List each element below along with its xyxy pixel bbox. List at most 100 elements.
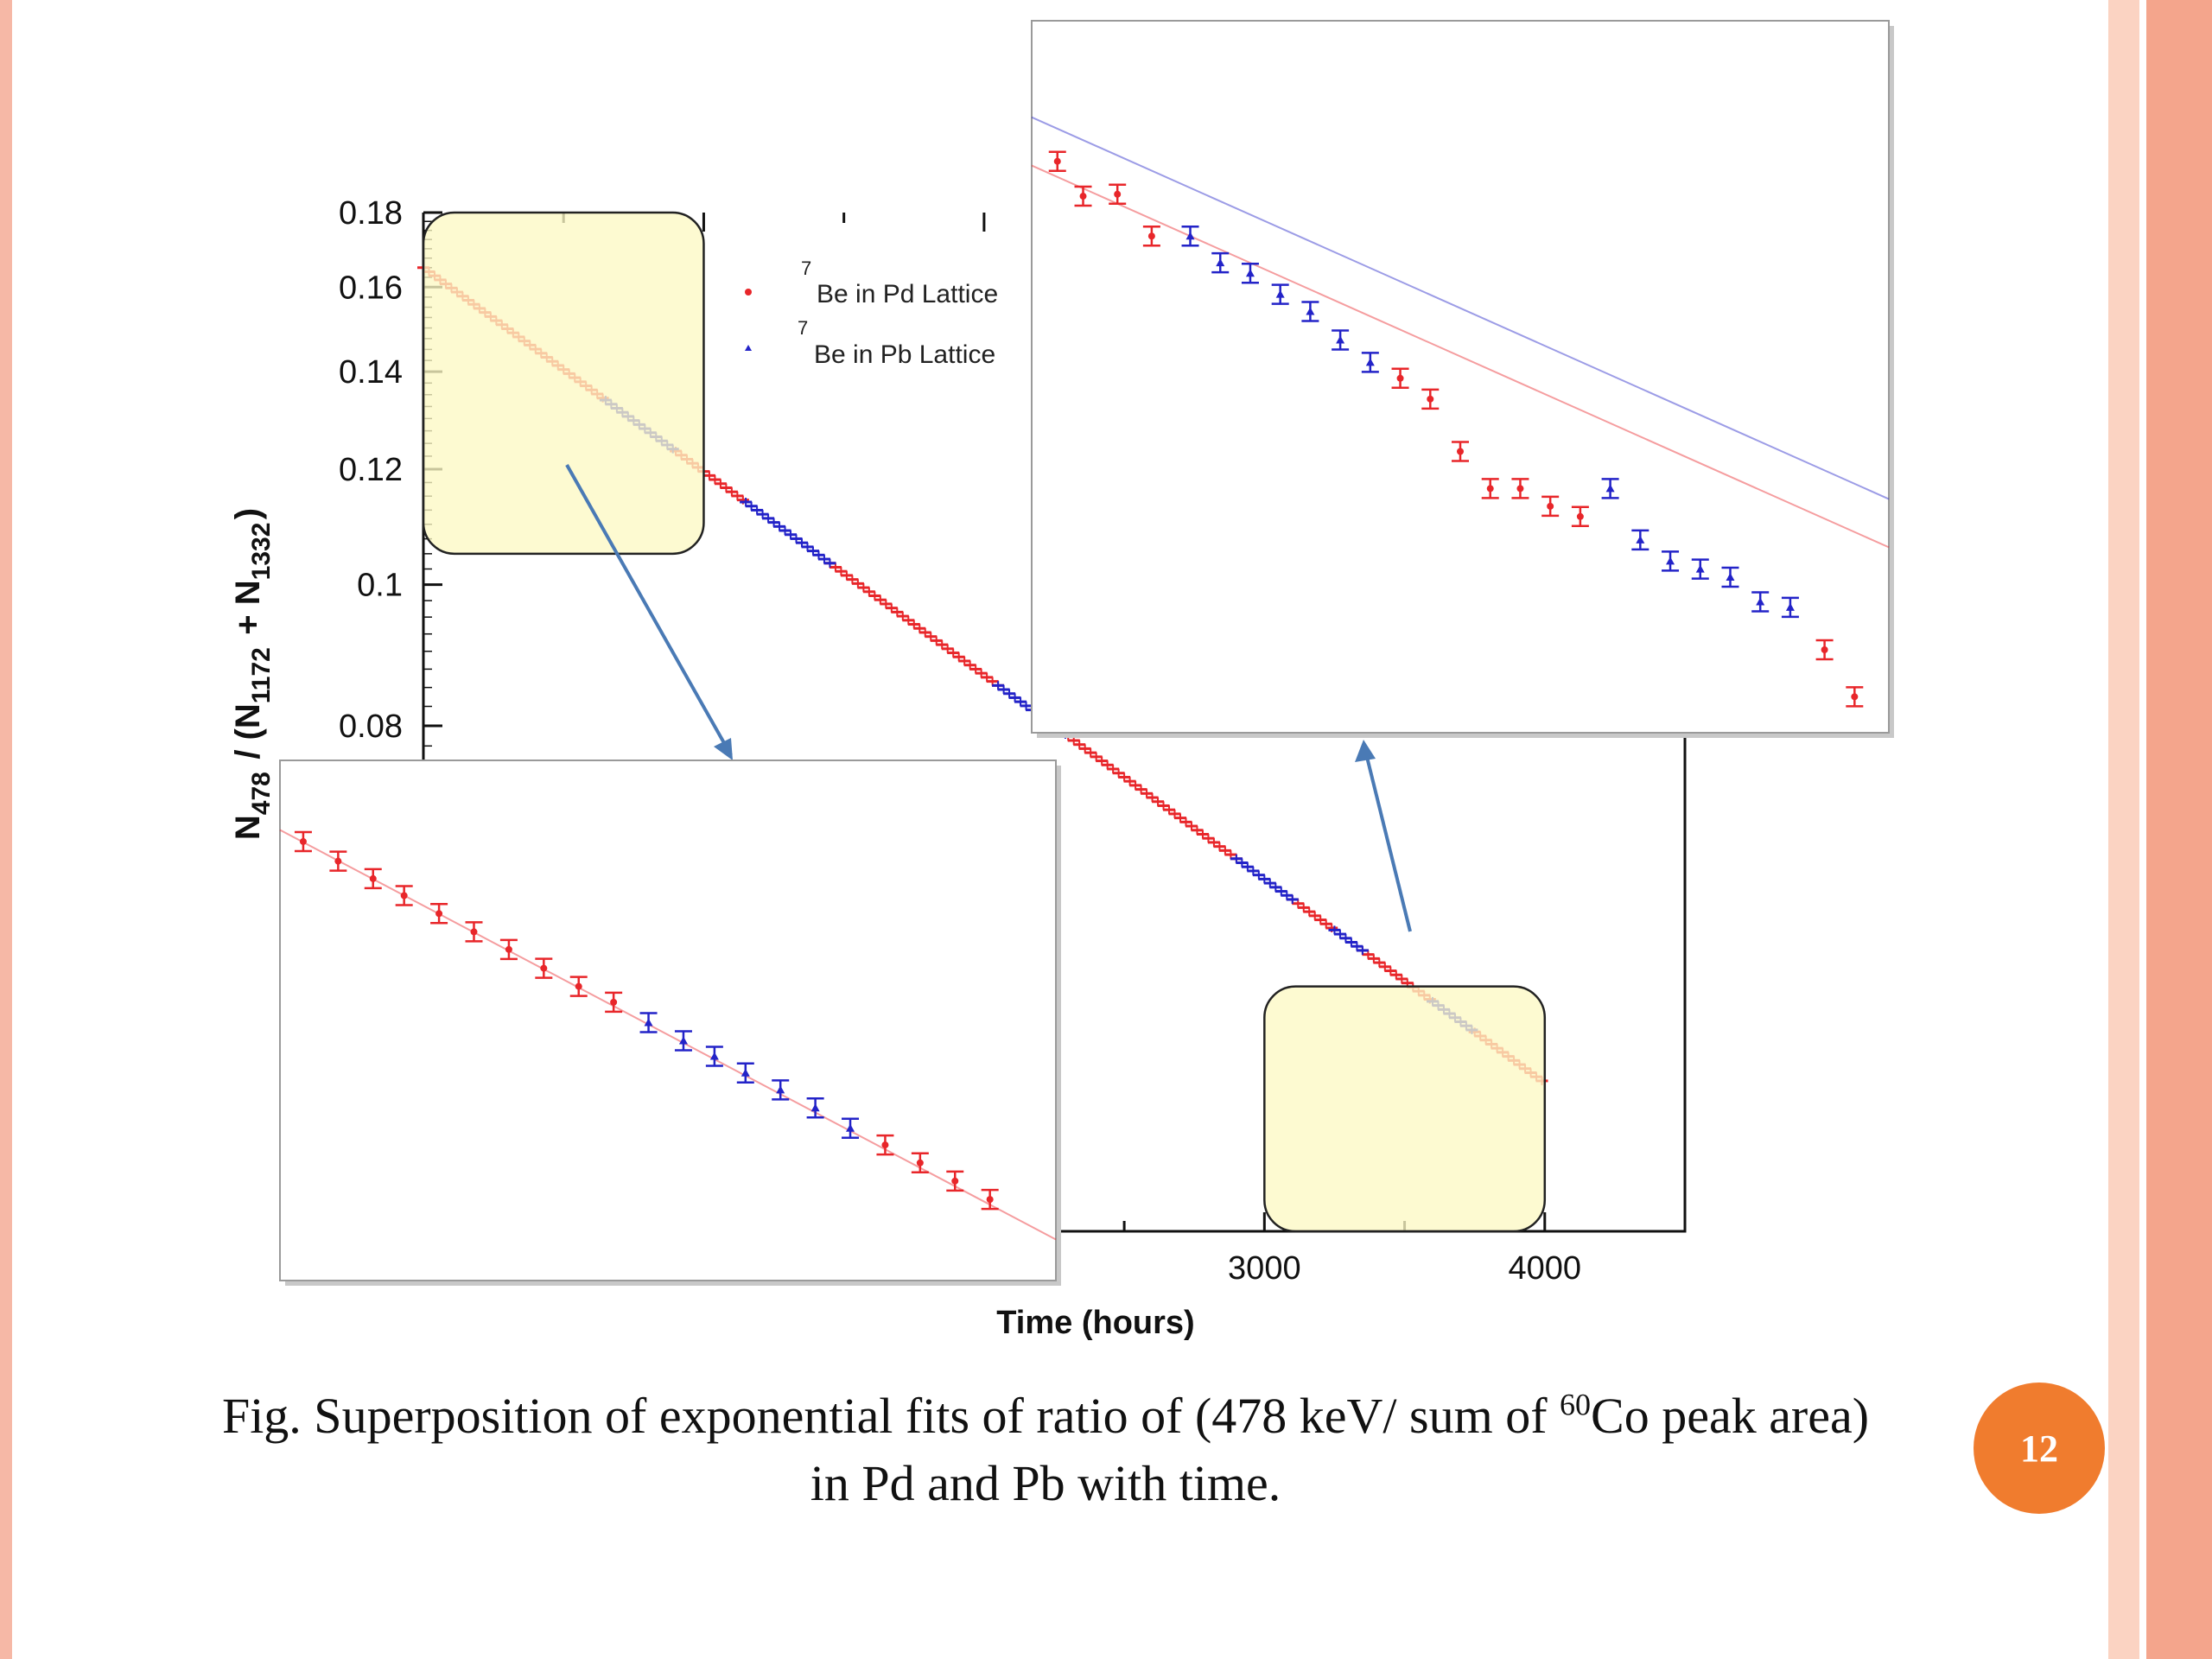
page-number: 12 <box>2020 1427 2058 1470</box>
x-tick-label: 3000 <box>1228 1250 1301 1287</box>
data-point-pb <box>1216 258 1225 267</box>
caption-text: Co peak area) <box>1591 1388 1870 1444</box>
data-point-pd <box>299 837 307 845</box>
right-border-line <box>2139 0 2146 1659</box>
data-point-pd <box>1427 395 1434 403</box>
x-tick-label: 4000 <box>1509 1250 1582 1287</box>
data-point-pd <box>505 945 512 953</box>
y-axis-title-part: / (N <box>229 703 267 769</box>
y-tick-label: 0.08 <box>339 709 403 745</box>
x-tick-labels: 3000 4000 <box>1228 1250 1581 1287</box>
x-axis-title: Time (hours) <box>996 1305 1194 1341</box>
legend-prefix-pd: 7 <box>801 257 811 279</box>
data-point-pd <box>1147 232 1155 240</box>
legend-prefix-pb: 7 <box>798 317 808 339</box>
legend-marker-pb <box>745 345 752 351</box>
fit-line <box>1031 116 1890 500</box>
caption-line-2: in Pd and Pb with time. <box>810 1455 1281 1511</box>
data-point-pb <box>1365 358 1375 366</box>
right-border-light <box>2108 0 2139 1659</box>
data-point-pd <box>881 1141 889 1149</box>
inset-data <box>1031 116 1890 708</box>
data-point-pd <box>1079 193 1087 200</box>
data-point-pb <box>1605 484 1615 493</box>
data-point-pd <box>1516 485 1524 493</box>
data-point-pd <box>470 928 478 936</box>
data-point-pd <box>1396 374 1404 382</box>
data-point-pd <box>1486 485 1494 493</box>
data-point-pb <box>1275 289 1285 298</box>
data-point-pb <box>776 1085 785 1094</box>
data-point-pb <box>1666 556 1675 565</box>
inset-frame <box>279 760 1057 1281</box>
fit-line <box>279 829 1057 1241</box>
data-point-pb <box>846 1123 855 1132</box>
data-point-pd <box>1457 448 1464 455</box>
data-point-pd <box>951 1177 959 1185</box>
data-point-pb <box>1695 564 1705 573</box>
left-border <box>0 0 12 1659</box>
right-border-accent <box>2146 0 2212 1659</box>
y-tick-label: 0.1 <box>357 568 403 604</box>
arrow-to-left-inset <box>565 464 733 756</box>
legend-marker-pd <box>745 289 752 296</box>
data-point-pb <box>1636 535 1645 543</box>
zoom-box <box>422 211 705 556</box>
y-tick-label: 0.14 <box>339 354 403 391</box>
caption-superscript: 60 <box>1560 1387 1592 1422</box>
fit-line <box>1031 164 1890 549</box>
y-axis-title-part: + N <box>229 580 267 644</box>
y-axis-title: N478 / (N1172 + N1332 ) <box>229 508 276 840</box>
data-point-pb <box>1245 269 1255 277</box>
data-point-pd <box>916 1159 924 1166</box>
y-tick-label: 0.18 <box>339 195 403 232</box>
data-point-pd <box>986 1196 994 1204</box>
y-tick-label: 0.12 <box>339 452 403 488</box>
data-point-pd <box>1821 645 1828 653</box>
inset-top-right <box>1031 20 1894 738</box>
data-point-pd <box>575 982 582 990</box>
y-axis-title-subscript: 478 <box>247 772 276 815</box>
data-point-pd <box>435 910 443 918</box>
zoom-boxes <box>422 211 1547 1233</box>
legend: 7 Be in Pd Lattice 7 Be in Pb Lattice <box>745 257 998 369</box>
zoom-arrows <box>565 464 1412 932</box>
data-point-pb <box>810 1103 820 1112</box>
data-point-pb <box>1306 307 1315 315</box>
data-point-pd <box>1053 157 1061 165</box>
data-point-pb <box>1726 573 1735 582</box>
legend-label-pb: Be in Pb Lattice <box>814 340 995 369</box>
data-point-pd <box>1547 502 1554 510</box>
data-point-pb <box>644 1018 653 1027</box>
data-point-pd <box>334 857 342 865</box>
data-point-pb <box>1336 335 1345 344</box>
data-point-pd <box>369 874 377 882</box>
data-point-pb <box>678 1036 688 1045</box>
data-point-pd <box>1114 190 1122 198</box>
figure-caption: Fig. Superposition of exponential fits o… <box>112 1382 1979 1517</box>
y-axis-title-subscript: 1172 <box>247 647 276 703</box>
inset-data <box>279 829 1057 1241</box>
y-axis-title-subscript: 1332 <box>247 523 276 581</box>
caption-line-1: Fig. Superposition of exponential fits o… <box>112 1382 1979 1450</box>
data-point-pd <box>610 998 618 1006</box>
inset-frame <box>1031 20 1890 734</box>
arrow-to-right-inset <box>1363 749 1412 932</box>
zoom-box <box>1263 985 1547 1233</box>
data-point-pb <box>741 1068 750 1077</box>
arrow-head-right <box>1355 740 1376 762</box>
data-point-pb <box>1785 602 1795 611</box>
y-tick-label: 0.16 <box>339 270 403 306</box>
data-point-pd <box>1576 512 1584 520</box>
data-point-pb <box>709 1052 719 1060</box>
data-point-pb <box>1756 597 1765 606</box>
caption-text: Fig. Superposition of exponential fits o… <box>221 1388 1560 1444</box>
data-point-pd <box>1851 693 1859 701</box>
arrow-head-left <box>714 738 733 760</box>
data-point-pd <box>540 964 548 972</box>
data-point-pd <box>400 892 408 899</box>
data-point-pb <box>1185 232 1195 240</box>
page-number-badge: 12 <box>1974 1382 2105 1514</box>
